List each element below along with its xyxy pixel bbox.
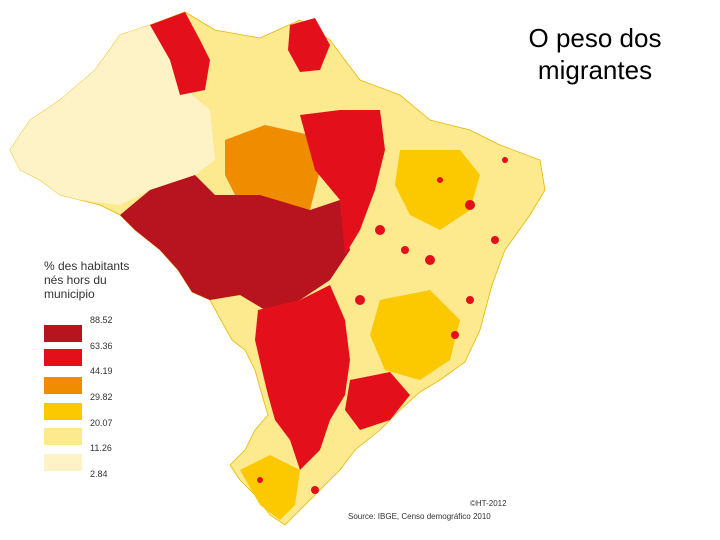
region-orange-east bbox=[370, 290, 460, 380]
region-red-roraima bbox=[150, 12, 210, 95]
legend-tick-3: 44.19 bbox=[90, 366, 113, 376]
map-title-line-2: migrantes bbox=[537, 55, 653, 85]
region-red-south bbox=[255, 285, 350, 470]
map-title-line-1: O peso dos bbox=[528, 23, 662, 53]
copyright-credit: ©HT-2012 bbox=[470, 499, 507, 508]
legend-swatch-1 bbox=[44, 325, 82, 342]
region-orange-far-south bbox=[240, 455, 300, 520]
legend-tick-7: 2.84 bbox=[90, 469, 108, 479]
legend-title-line-2: nés hors du bbox=[44, 273, 107, 287]
legend-swatch-5 bbox=[44, 428, 82, 445]
legend-title: % des habitants nés hors du municipio bbox=[44, 259, 154, 301]
region-red-para bbox=[300, 110, 385, 255]
legend-swatch-3 bbox=[44, 377, 82, 394]
source-credit: Source: IBGE, Censo demográfico 2010 bbox=[348, 512, 491, 521]
legend-swatch-2 bbox=[44, 349, 82, 366]
legend-tick-4: 29.82 bbox=[90, 392, 113, 402]
legend-title-line-1: % des habitants bbox=[44, 259, 130, 273]
region-pale-west bbox=[10, 25, 215, 205]
region-orange-northeast bbox=[395, 150, 480, 230]
region-darkred-central bbox=[120, 175, 350, 310]
legend-tick-5: 20.07 bbox=[90, 418, 113, 428]
region-red-southeast bbox=[345, 372, 410, 430]
region-red-amapa bbox=[288, 18, 330, 72]
legend-tick-6: 11.26 bbox=[90, 443, 112, 453]
municipality-dots bbox=[257, 157, 508, 494]
region-orange-north bbox=[225, 125, 320, 215]
legend-swatch-4 bbox=[44, 403, 82, 420]
map-title: O peso dos migrantes bbox=[480, 22, 710, 86]
legend-tick-2: 63.36 bbox=[90, 341, 113, 351]
legend-tick-1: 88.52 bbox=[90, 315, 113, 325]
legend-title-line-3: municipio bbox=[44, 287, 95, 301]
legend-swatch-6 bbox=[44, 454, 82, 471]
